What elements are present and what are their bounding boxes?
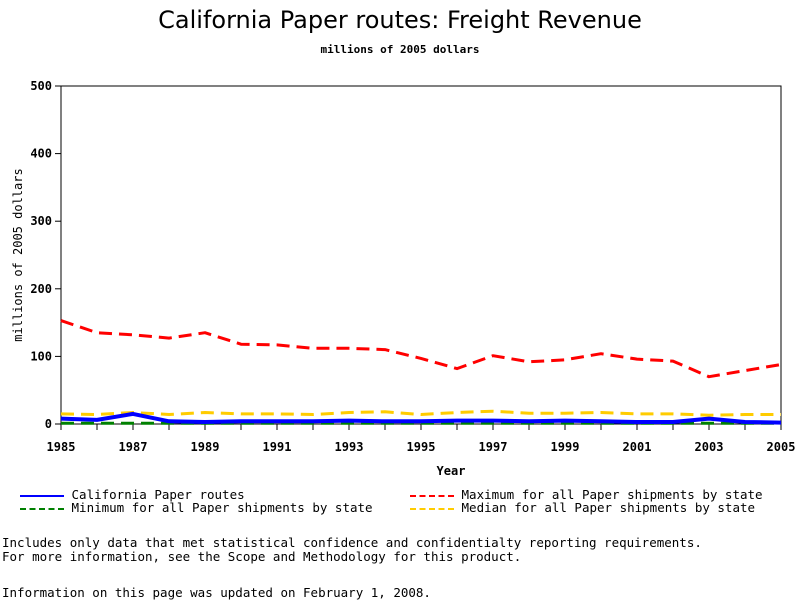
- note-confidence: Includes only data that met statistical …: [2, 535, 702, 550]
- note-methodology: For more information, see the Scope and …: [2, 549, 522, 564]
- y-tick-label-0: 0: [45, 417, 52, 431]
- note-updated: Information on this page was updated on …: [2, 585, 431, 600]
- legend-swatch-minimum: [20, 507, 64, 510]
- legend-swatch-maximum: [410, 494, 454, 497]
- x-tick-label-1: 1987: [119, 440, 148, 454]
- legend-label-minimum: Minimum for all Paper shipments by state: [71, 500, 373, 515]
- x-tick-label-8: 2001: [623, 440, 652, 454]
- chart-canvas: 0 100 200 300 400 500 1985 1987 1989 1991 1993 1995…: [11, 79, 796, 478]
- y-tick-label-2: 200: [30, 282, 52, 296]
- chart-title: California Paper routes: Freight Revenue: [158, 6, 642, 34]
- x-tick-label-10: 2005: [767, 440, 796, 454]
- legend-swatch-median: [410, 507, 454, 510]
- x-tick-label-5: 1995: [407, 440, 436, 454]
- x-tick-label-7: 1999: [551, 440, 580, 454]
- x-tick-label-0: 1985: [47, 440, 76, 454]
- series-line-1: [60, 319, 782, 379]
- legend-label-median: Median for all Paper shipments by state: [461, 500, 756, 515]
- x-tick-label-9: 2003: [695, 440, 724, 454]
- x-tick-label-6: 1997: [479, 440, 508, 454]
- legend-item-median: Median for all Paper shipments by state: [410, 500, 755, 515]
- y-axis-label: millions of 2005 dollars: [11, 168, 25, 341]
- series-line-3: [60, 409, 781, 417]
- series-line-0: [60, 411, 782, 425]
- x-axis-label: Year: [437, 464, 466, 478]
- plot-frame: [60, 85, 782, 425]
- legend-item-maximum: Maximum for all Paper shipments by state: [410, 487, 763, 502]
- x-tick-label-3: 1991: [263, 440, 292, 454]
- legend: California Paper routes Minimum for all …: [0, 486, 800, 516]
- legend-swatch-california: [20, 494, 64, 497]
- legend-label-california: California Paper routes: [71, 487, 245, 502]
- legend-label-maximum: Maximum for all Paper shipments by state: [461, 487, 763, 502]
- y-tick-label-3: 300: [30, 214, 52, 228]
- x-tick-label-4: 1993: [335, 440, 364, 454]
- x-tick-label-2: 1989: [191, 440, 220, 454]
- y-tick-label-1: 100: [30, 349, 52, 363]
- legend-item-minimum: Minimum for all Paper shipments by state: [20, 500, 373, 515]
- y-tick-label-4: 400: [30, 147, 52, 161]
- y-tick-label-5: 500: [30, 79, 52, 93]
- legend-item-california: California Paper routes: [20, 487, 245, 502]
- chart-subtitle: millions of 2005 dollars: [320, 43, 480, 56]
